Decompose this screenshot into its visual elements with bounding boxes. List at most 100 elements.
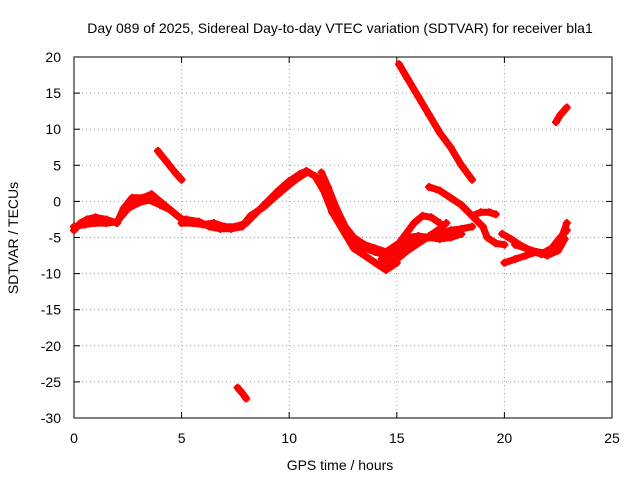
y-tick-label: 0: [53, 193, 61, 209]
grid: [74, 57, 612, 418]
series-arc-drop-2: [317, 168, 466, 256]
x-tick-label: 15: [389, 430, 405, 446]
x-tick-label: 20: [497, 430, 513, 446]
y-tick-label: 20: [45, 49, 61, 65]
y-tick-label: -15: [41, 302, 61, 318]
data-point: [554, 246, 563, 255]
series-band: [468, 208, 500, 220]
data-point: [511, 255, 520, 264]
data-point: [194, 217, 203, 226]
data-point: [410, 219, 419, 228]
y-tick-label: -20: [41, 338, 61, 354]
series-arc-early-high: [153, 146, 186, 184]
data-point: [145, 195, 154, 204]
data-point: [427, 213, 436, 222]
data-point: [498, 229, 507, 238]
data-point: [162, 157, 171, 166]
data-point: [91, 219, 100, 228]
axis-ticks: [73, 56, 613, 419]
data-point: [446, 143, 455, 152]
data-point: [147, 190, 156, 199]
data-point: [177, 175, 186, 184]
y-tick-label: -25: [41, 374, 61, 390]
data-point: [562, 226, 571, 235]
x-tick-label: 5: [178, 430, 186, 446]
x-tick-label: 0: [70, 430, 78, 446]
data-point: [468, 211, 477, 220]
data-point: [227, 224, 236, 233]
series-band: [154, 147, 186, 184]
data-point: [291, 175, 300, 184]
data-point: [414, 239, 423, 248]
data-point: [128, 193, 137, 202]
data-point: [394, 60, 403, 69]
data-point: [317, 168, 326, 177]
data-point: [442, 219, 451, 228]
data-point: [237, 222, 246, 231]
data-point: [425, 182, 434, 191]
data-point: [478, 222, 487, 231]
series-arc-top-right: [552, 103, 571, 126]
data-point: [102, 219, 111, 228]
data-point: [123, 204, 132, 213]
data-point: [446, 226, 455, 235]
data-point: [552, 117, 561, 126]
data-point: [371, 247, 380, 256]
data-point: [562, 103, 571, 112]
y-tick-label: -10: [41, 266, 61, 282]
data-point: [457, 224, 466, 233]
data-point: [382, 258, 391, 267]
data-point: [233, 383, 242, 392]
data-point: [311, 172, 320, 181]
data-point: [399, 233, 408, 242]
data-point: [80, 220, 89, 229]
x-axis-label: GPS time / hours: [287, 457, 394, 473]
data-point: [332, 204, 341, 213]
data-series: [70, 60, 571, 403]
series-arc-low-outlier: [233, 383, 251, 403]
data-point: [403, 74, 412, 83]
chart-title: Day 089 of 2025, Sidereal Day-to-day VTE…: [87, 20, 593, 36]
data-point: [468, 175, 477, 184]
y-tick-label: 10: [45, 121, 61, 137]
data-point: [246, 211, 255, 220]
y-tick-label: 5: [53, 157, 61, 173]
data-point: [500, 240, 509, 249]
y-tick-label: 15: [45, 85, 61, 101]
data-point: [216, 224, 225, 233]
data-point: [134, 198, 143, 207]
series-arc-mid-low: [382, 219, 451, 267]
data-point: [302, 167, 311, 176]
data-point: [476, 208, 485, 217]
series-arc-main-2: [70, 195, 186, 231]
data-point: [457, 161, 466, 170]
data-point: [339, 222, 347, 231]
data-point: [491, 239, 500, 248]
data-point: [511, 240, 520, 249]
data-point: [446, 233, 455, 242]
series-arc-main-1: [70, 190, 199, 235]
data-point: [506, 234, 515, 243]
data-point: [349, 237, 358, 246]
data-point: [113, 217, 122, 226]
data-point: [425, 232, 434, 241]
data-point: [280, 184, 289, 193]
data-point: [242, 394, 251, 403]
data-point: [323, 182, 332, 191]
x-tick-label: 10: [281, 430, 297, 446]
data-point: [562, 219, 571, 228]
data-point: [166, 206, 175, 215]
data-point: [259, 203, 268, 212]
data-point: [446, 193, 455, 202]
data-point: [483, 233, 492, 242]
data-point: [485, 208, 494, 217]
data-point: [403, 246, 412, 255]
series-arc-late-third: [511, 234, 569, 260]
data-point: [543, 251, 552, 260]
data-point: [270, 193, 279, 202]
data-point: [156, 201, 165, 210]
y-tick-label: -5: [49, 230, 62, 246]
y-tick-label: -30: [41, 410, 61, 426]
data-point: [153, 146, 162, 155]
